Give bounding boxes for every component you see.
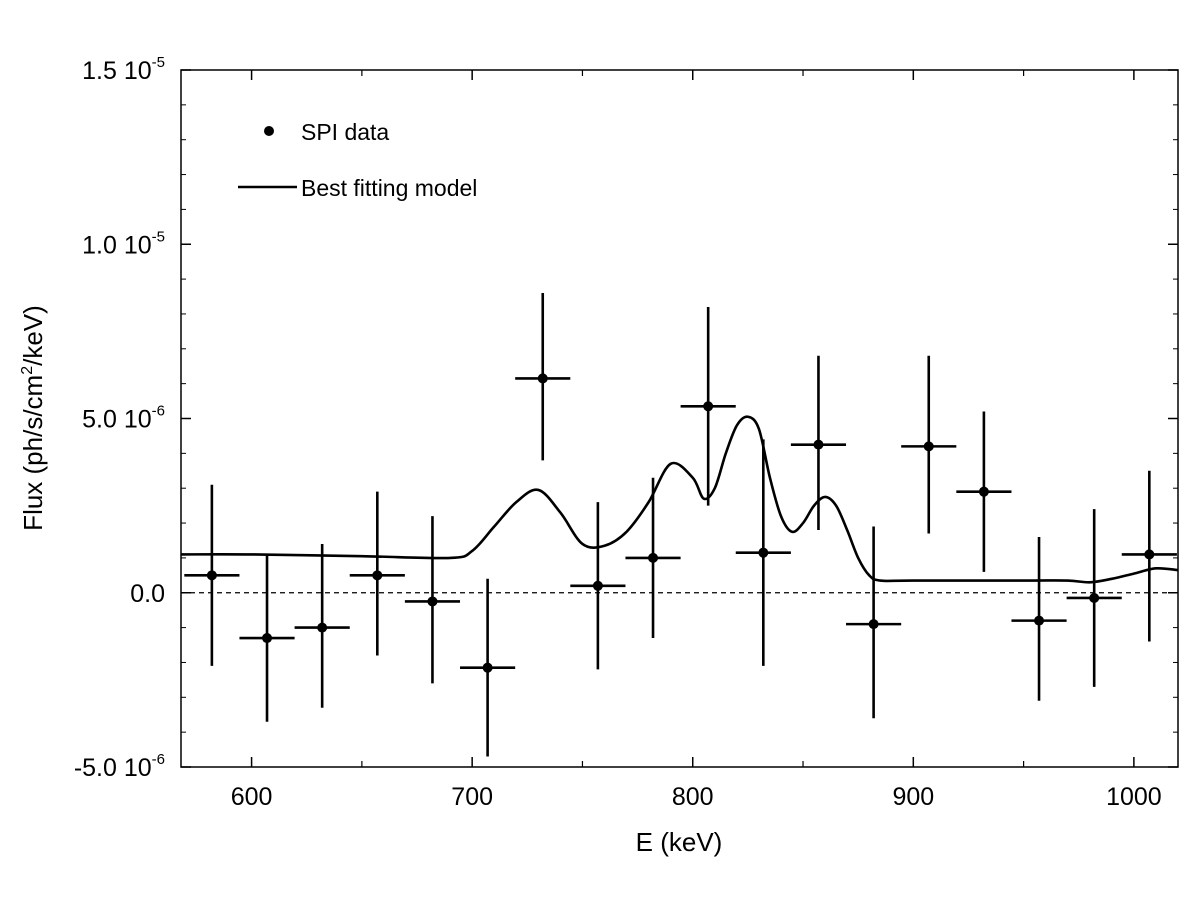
y-tick-exponent: -5 xyxy=(152,54,165,71)
y-tick-label: -5.0 10-6 xyxy=(74,751,165,782)
data-point-marker xyxy=(482,662,493,673)
data-point xyxy=(735,439,791,666)
x-tick-label: 800 xyxy=(672,783,714,811)
data-point xyxy=(349,491,405,656)
data-point xyxy=(790,355,847,531)
legend-point-marker xyxy=(264,126,274,136)
y-tick-label: 1.0 10-5 xyxy=(82,228,165,259)
best-fitting-model-line xyxy=(180,415,1179,584)
axis-ticks xyxy=(181,69,1178,768)
data-point-marker xyxy=(703,401,714,412)
legend-label-spi-data: SPI data xyxy=(301,119,389,145)
legend: SPI data Best fitting model xyxy=(238,119,477,201)
data-point xyxy=(956,411,1012,572)
data-point xyxy=(901,355,957,534)
data-point xyxy=(184,484,240,666)
data-point-marker xyxy=(592,580,603,591)
data-point-marker xyxy=(813,439,824,450)
x-tick-label: 600 xyxy=(231,783,273,811)
data-point xyxy=(515,293,571,461)
y-tick-label: 0.0 xyxy=(130,580,165,608)
data-point-marker xyxy=(758,547,769,558)
spi-data-points xyxy=(184,293,1177,757)
data-point-marker xyxy=(262,633,273,644)
x-tick-label: 1000 xyxy=(1106,783,1162,811)
y-tick-label: 1.5 10-5 xyxy=(82,54,165,85)
data-point xyxy=(239,554,295,722)
data-point-marker xyxy=(923,441,934,452)
data-point xyxy=(680,306,736,506)
y-tick-mantissa: -5.0 10 xyxy=(74,754,152,782)
x-tick-labels: 600 700 800 900 1000 xyxy=(231,783,1162,811)
x-tick-label: 900 xyxy=(892,783,934,811)
data-point xyxy=(294,543,350,708)
y-label-sup: 2 xyxy=(19,366,36,375)
y-tick-mantissa: 1.0 10 xyxy=(82,231,152,259)
data-point-marker xyxy=(648,552,659,563)
data-point xyxy=(460,578,516,757)
data-point xyxy=(1011,536,1067,701)
y-label-prefix: Flux (ph/s/cm xyxy=(18,375,48,531)
y-tick-label: 5.0 10-6 xyxy=(82,403,165,434)
data-point-marker xyxy=(427,596,438,607)
y-axis-label: Flux (ph/s/cm2/keV) xyxy=(18,305,48,531)
data-point-marker xyxy=(1089,592,1100,603)
y-tick-labels: 1.5 10-51.0 10-55.0 10-60.0-5.0 10-6 xyxy=(74,54,165,782)
y-tick-exponent: -6 xyxy=(152,403,165,420)
y-tick-exponent: -6 xyxy=(152,751,165,768)
data-point xyxy=(570,502,626,670)
data-point-marker xyxy=(978,486,989,497)
data-point-marker xyxy=(317,622,328,633)
data-point xyxy=(404,516,461,684)
data-point-marker xyxy=(1144,549,1155,560)
y-tick-mantissa: 5.0 10 xyxy=(82,406,152,434)
data-point-marker xyxy=(868,619,879,630)
y-tick-exponent: -5 xyxy=(152,228,165,245)
data-point-marker xyxy=(206,570,217,581)
x-tick-label: 700 xyxy=(451,783,493,811)
data-point-marker xyxy=(537,373,548,384)
data-point xyxy=(625,477,681,639)
data-point-marker xyxy=(1034,615,1045,626)
y-tick-mantissa: 0.0 xyxy=(130,580,165,608)
y-tick-mantissa: 1.5 10 xyxy=(82,57,152,85)
x-axis-label: E (keV) xyxy=(636,827,723,857)
legend-label-model: Best fitting model xyxy=(301,175,477,201)
data-point-marker xyxy=(372,570,383,581)
data-point xyxy=(1066,509,1122,687)
data-point xyxy=(846,526,902,719)
y-label-suffix: /keV) xyxy=(18,305,48,366)
data-point xyxy=(1121,470,1177,642)
